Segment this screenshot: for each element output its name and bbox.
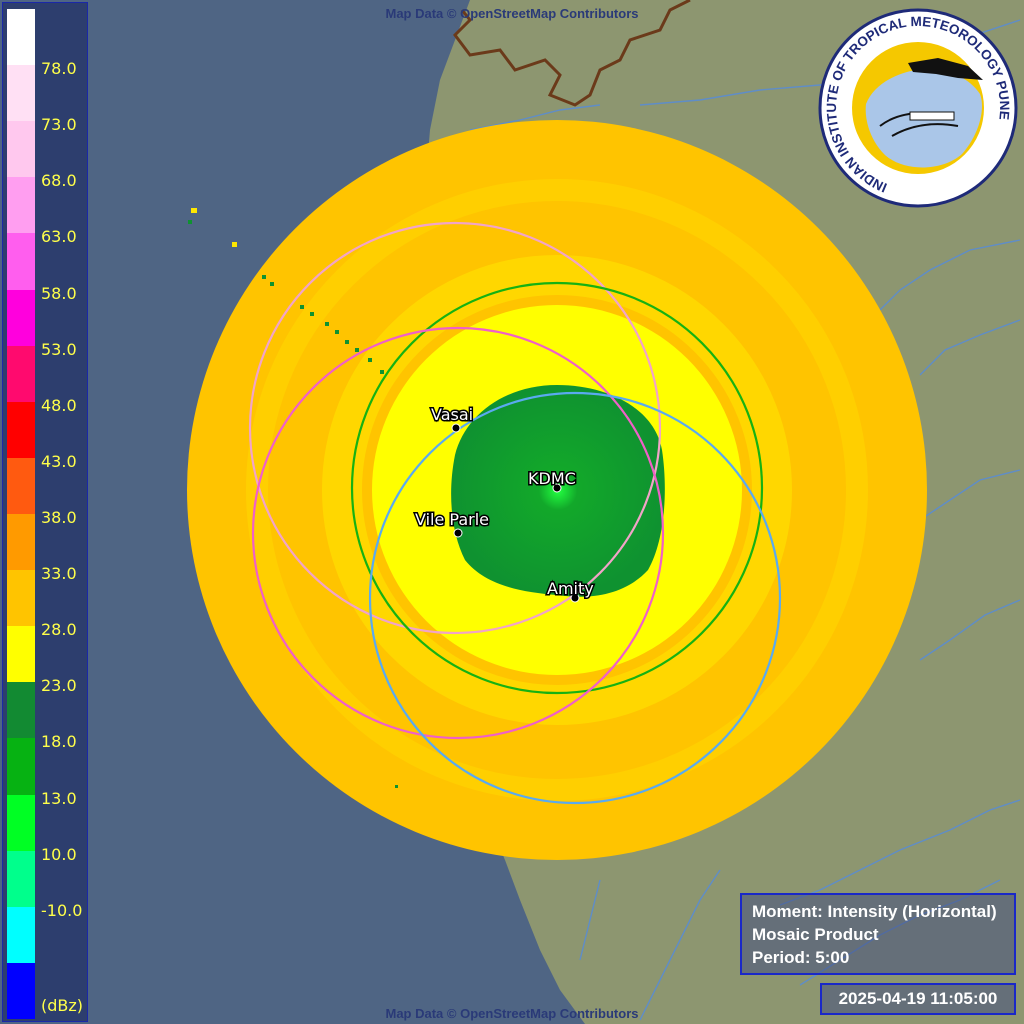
- legend-swatch: [7, 65, 35, 122]
- state-boundary: [453, 0, 691, 107]
- site-kdmc[interactable]: KDMC: [527, 468, 577, 493]
- range-circle-amity: [368, 391, 782, 805]
- legend-label: 68.0: [41, 171, 77, 191]
- legend-swatch: [7, 570, 35, 627]
- legend-swatch: [7, 850, 35, 908]
- info-period: Period: 5:00: [752, 948, 850, 967]
- legend-label: 33.0: [41, 564, 77, 584]
- legend-swatch: [7, 962, 35, 1020]
- legend-label: 78.0: [41, 59, 77, 79]
- legend-label: 73.0: [41, 115, 77, 135]
- legend-swatch: [7, 177, 35, 234]
- legend-swatch: [7, 233, 35, 291]
- radar-ring-band-2: [322, 255, 792, 725]
- range-circle-kdmc: [350, 281, 764, 695]
- legend-swatch: [7, 626, 35, 683]
- legend-label: 18.0: [41, 732, 77, 752]
- legend-swatch: [7, 9, 35, 66]
- site-amity[interactable]: Amity: [546, 578, 595, 603]
- attribution-bottom: Map Data © OpenStreetMap Contributors: [385, 1006, 639, 1021]
- legend-label: 48.0: [41, 395, 77, 415]
- info-product: Mosaic Product: [752, 925, 879, 944]
- legend-label: 28.0: [41, 620, 77, 640]
- timestamp: 2025-04-19 11:05:00: [820, 983, 1016, 1015]
- echo-speck: [232, 242, 237, 247]
- echo-streak: [188, 220, 398, 788]
- iitm-logo: INDIAN INSTITUTE OF TROPICAL METEOROLOGY…: [818, 8, 1018, 208]
- legend-swatch: [7, 289, 35, 347]
- attribution-top: Map Data © OpenStreetMap Contributors: [385, 6, 639, 21]
- echo-speck: [191, 208, 197, 213]
- site-vile-parle[interactable]: Vile Parle: [414, 509, 491, 538]
- legend-swatch: [7, 738, 35, 796]
- site-label-vile-parle: Vile Parle: [415, 510, 489, 529]
- legend-swatch: [7, 794, 35, 852]
- legend-unit: (dBz): [41, 996, 84, 1015]
- info-moment: Moment: Intensity (Horizontal): [752, 902, 997, 921]
- legend-label: 38.0: [41, 508, 77, 527]
- legend-label: 13.0: [41, 788, 77, 808]
- legend-swatch: [7, 906, 35, 964]
- legend-swatch: [7, 682, 35, 739]
- legend-label: 23.0: [41, 676, 77, 696]
- legend-label: 63.0: [41, 227, 77, 247]
- site-label-vasai: Vasai: [431, 405, 473, 424]
- legend-label: 53.0: [41, 339, 77, 359]
- legend-label: 58.0: [41, 283, 77, 303]
- site-vasai[interactable]: Vasai: [430, 404, 475, 433]
- range-circle-vile-parle: [251, 326, 665, 740]
- legend-label: 10.0: [41, 844, 77, 864]
- site-label-kdmc: KDMC: [528, 469, 576, 488]
- range-circle-vasai: [248, 221, 662, 635]
- info-panel: Moment: Intensity (Horizontal) Mosaic Pr…: [740, 893, 1016, 975]
- legend-swatch: [7, 457, 35, 515]
- legend-label: 43.0: [41, 451, 77, 471]
- site-label-amity: Amity: [547, 579, 594, 598]
- legend-label: -10.0: [41, 900, 83, 920]
- legend-swatch: [7, 401, 35, 459]
- legend-swatch: [7, 514, 35, 571]
- color-legend: 78.0 73.0 68.0 63.0 58.0 53.0 48.0 43.0 38.0 33.0…: [2, 2, 88, 1022]
- legend-swatch: [7, 121, 35, 178]
- legend-swatch: [7, 345, 35, 403]
